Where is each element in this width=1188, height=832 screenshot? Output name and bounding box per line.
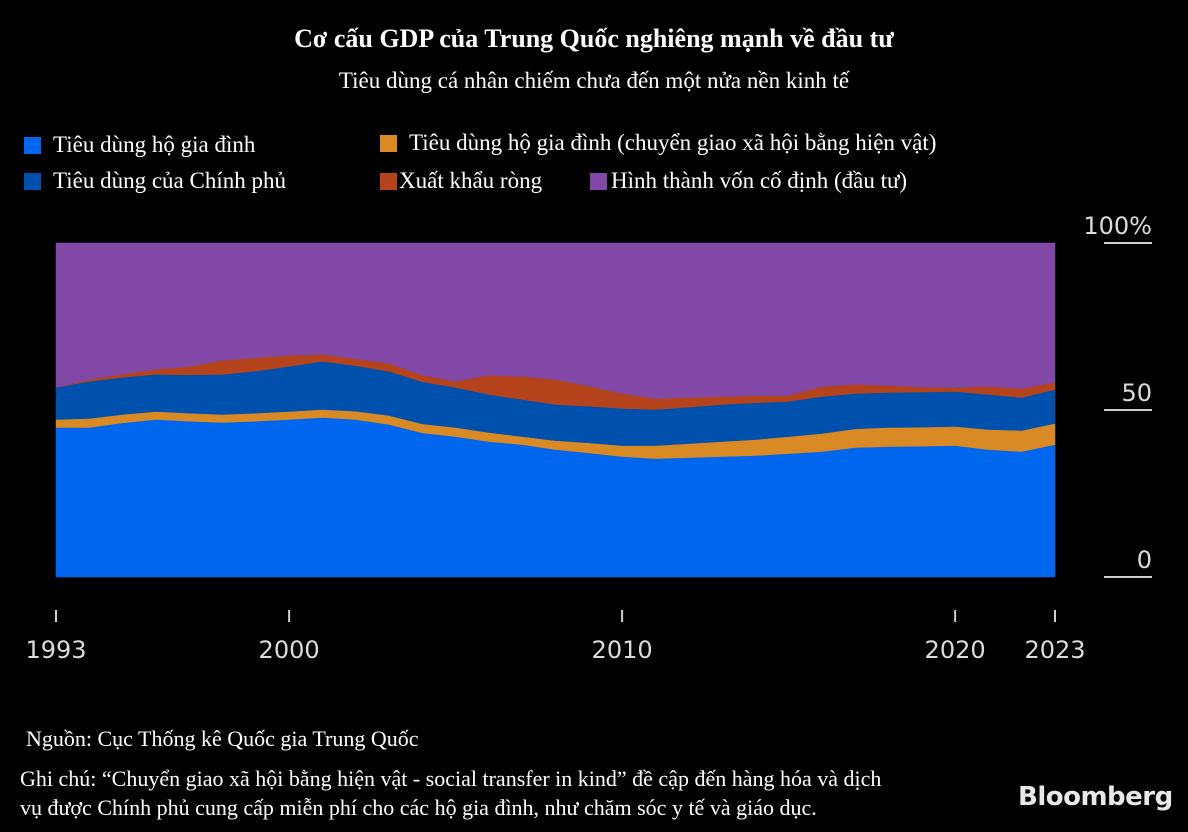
bloomberg-logo: Bloomberg (1018, 782, 1173, 812)
legend-label: Hình thành vốn cố định (đầu tư) (611, 168, 908, 193)
chart-title: Cơ cấu GDP của Trung Quốc nghiêng mạnh v… (294, 24, 894, 53)
legend-swatch-net-exports (380, 172, 397, 190)
legend-item-government: Tiêu dùng của Chính phủ (24, 168, 286, 194)
footnote-line-1: Ghi chú: “Chuyển giao xã hội bằng hiện v… (20, 766, 882, 791)
legend-item-net-exports: Xuất khẩu ròng (380, 168, 542, 194)
legend-swatch-transfer (380, 134, 397, 152)
area-layers (55, 242, 1056, 578)
legend-item-transfer: Tiêu dùng hộ gia đình (chuyển giao xã hộ… (380, 130, 936, 156)
stacked-area-chart: 100% 50 0 1993 2000 2010 2020 2023 (25, 212, 1152, 664)
source-note: Nguồn: Cục Thống kê Quốc gia Trung Quốc (26, 726, 419, 751)
y-axis: 100% 50 0 (1083, 212, 1152, 578)
y-tick-label: 50 (1121, 379, 1152, 407)
legend-item-investment: Hình thành vốn cố định (đầu tư) (590, 168, 907, 194)
legend-swatch-household (24, 136, 41, 154)
area-series-0 (55, 417, 1056, 578)
y-tick-label: 0 (1137, 546, 1152, 574)
footnote: Ghi chú: “Chuyển giao xã hội bằng hiện v… (20, 764, 1020, 822)
legend-swatch-government (24, 172, 41, 190)
x-tick-label: 2010 (592, 636, 653, 664)
footnote-line-2: vụ được Chính phủ cung cấp miễn phí cho … (20, 795, 817, 820)
x-tick-label: 2020 (925, 636, 986, 664)
legend-label: Xuất khẩu ròng (399, 168, 543, 193)
x-tick-label: 2023 (1024, 636, 1085, 664)
legend-label: Tiêu dùng của Chính phủ (53, 168, 286, 193)
x-tick-label: 1993 (25, 636, 86, 664)
chart-subtitle: Tiêu dùng cá nhân chiếm chưa đến một nửa… (338, 68, 850, 93)
y-tick-label: 100% (1083, 212, 1152, 240)
legend-swatch-investment (590, 172, 607, 190)
legend-label: Tiêu dùng hộ gia đình (chuyển giao xã hộ… (409, 130, 937, 155)
x-tick-label: 2000 (259, 636, 320, 664)
legend-item-household: Tiêu dùng hộ gia đình (24, 132, 255, 158)
x-axis: 1993 2000 2010 2020 2023 (25, 610, 1086, 664)
legend-label: Tiêu dùng hộ gia đình (53, 132, 256, 157)
